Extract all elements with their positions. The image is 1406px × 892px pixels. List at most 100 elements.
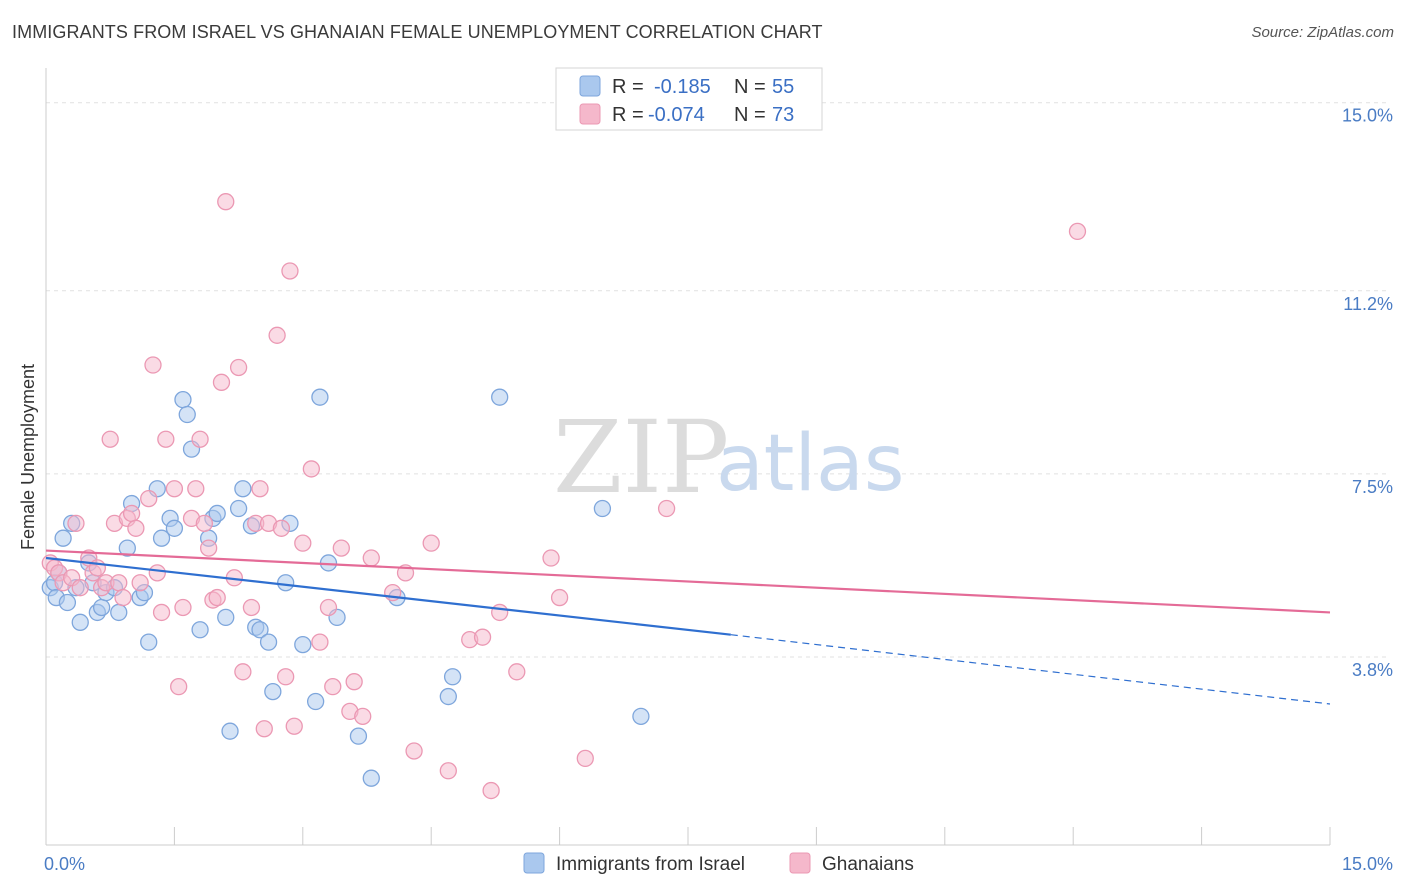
ghanaian-point-53: [319, 598, 338, 617]
ghanaian-point-15: [114, 588, 132, 607]
ghanaian-point-17: [122, 504, 141, 523]
axes: [45, 68, 1331, 846]
bottom-legend: Immigrants from Israel Ghanaians: [523, 852, 914, 875]
y-tick-label-3: 15.0%: [1342, 106, 1393, 126]
ghanaian-point-38: [229, 358, 248, 377]
israel-point-54: [593, 499, 612, 518]
ghanaian-point-23: [152, 603, 171, 622]
israel-point-25: [174, 390, 192, 409]
ghanaian-point-46: [272, 519, 291, 537]
ghanaian-point-40: [242, 598, 261, 617]
ghanaian-point-55: [332, 539, 350, 557]
ghanaian-point-24: [157, 430, 175, 448]
x-tick-label-1: 15.0%: [1342, 854, 1393, 874]
ghanaian-point-29: [187, 480, 205, 498]
y-tick-label-1: 7.5%: [1352, 477, 1393, 497]
bottom-legend-label-pink: Ghanaians: [822, 854, 914, 875]
ghanaian-point-32: [199, 539, 218, 557]
ghanaian-point-58: [354, 707, 372, 725]
ghanaian-point-51: [302, 460, 321, 478]
ghanaian-point-12: [101, 430, 119, 448]
ghanaian-point-57: [345, 673, 363, 691]
israel-point-39: [259, 633, 278, 651]
israel-point-28: [191, 621, 209, 639]
ghanaian-point-39: [234, 663, 252, 681]
ghanaian-point-14: [110, 574, 128, 592]
legend-n-value-1: 55: [772, 76, 794, 98]
ghanaian-point-6: [71, 579, 89, 597]
legend-r-value-2: -0.074: [648, 104, 705, 126]
ghanaian-point-20: [140, 489, 158, 508]
israel-point-12: [92, 598, 111, 617]
data-points: [41, 193, 1087, 800]
israel-point-24: [165, 519, 184, 537]
israel-point-35: [234, 480, 252, 498]
ghanaian-point-22: [148, 564, 166, 582]
ghanaian-point-71: [550, 588, 569, 607]
israel-point-43: [294, 635, 312, 654]
israel-point-26: [178, 405, 196, 424]
ghanaian-point-5: [67, 514, 85, 533]
israel-point-20: [140, 633, 158, 651]
ghanaian-point-48: [281, 262, 299, 280]
ghanaian-point-27: [174, 598, 192, 617]
israel-point-51: [439, 687, 457, 706]
trend-lines: [45, 549, 1331, 705]
ghanaian-point-74: [1068, 222, 1087, 241]
ghanaian-point-34: [208, 588, 226, 607]
watermark-atlas: atlas: [716, 419, 905, 509]
ghanaian-trend-line: [45, 549, 1331, 614]
ghanaian-point-43: [255, 720, 273, 738]
ghanaian-point-73: [657, 499, 676, 518]
ghanaian-point-70: [542, 549, 560, 567]
israel-point-4: [54, 529, 72, 547]
ghanaian-point-59: [362, 549, 380, 567]
israel-point-33: [221, 722, 239, 740]
legend-r-label-2: R =: [612, 104, 644, 126]
israel-point-49: [362, 769, 380, 787]
legend-n-label-1: N =: [734, 76, 766, 98]
legend-swatch-blue: [579, 75, 601, 97]
israel-point-53: [491, 388, 509, 406]
legend-box: R = -0.185 N = 55 R = -0.074 N = 73: [555, 67, 823, 131]
y-axis-label: Female Unemployment: [18, 364, 38, 550]
ghanaian-point-31: [195, 514, 214, 533]
israel-point-44: [306, 692, 325, 711]
israel-point-16: [118, 539, 136, 557]
legend-r-label-1: R =: [612, 76, 644, 98]
bottom-legend-swatch-pink: [789, 852, 811, 874]
ghanaian-point-47: [277, 668, 295, 686]
ghanaian-point-68: [491, 603, 509, 622]
y-tick-label-0: 3.8%: [1352, 660, 1393, 680]
y-tick-labels: 3.8% 7.5% 11.2% 15.0%: [1342, 106, 1393, 680]
ghanaian-point-25: [165, 480, 184, 498]
ghanaian-point-67: [482, 781, 500, 800]
y-tick-label-2: 11.2%: [1343, 294, 1393, 314]
grid-lines: [46, 102, 1390, 658]
israel-point-22: [152, 529, 171, 547]
israel-point-32: [217, 608, 235, 627]
ghanaian-point-62: [405, 742, 423, 760]
israel-point-55: [632, 707, 650, 725]
ghanaian-point-54: [324, 678, 342, 696]
ghanaian-point-50: [294, 534, 312, 552]
ghanaian-point-63: [422, 534, 440, 552]
x-tick-label-0: 0.0%: [44, 854, 85, 874]
israel-point-34: [229, 499, 248, 518]
ghanaian-point-36: [217, 193, 235, 211]
legend-swatch-pink: [579, 103, 601, 125]
ghanaian-point-42: [251, 480, 269, 498]
source-label: Source: ZipAtlas.com: [1251, 24, 1394, 41]
israel-trend-extension: [730, 634, 1331, 705]
bottom-legend-label-blue: Immigrants from Israel: [556, 854, 745, 875]
israel-point-40: [264, 682, 282, 701]
israel-point-15: [110, 603, 128, 622]
ghanaian-point-18: [127, 519, 145, 537]
watermark-zip: ZIP: [553, 399, 729, 516]
ghanaian-point-45: [268, 326, 286, 344]
israel-point-45: [311, 388, 329, 406]
ghanaian-point-35: [212, 373, 231, 391]
ghanaian-point-69: [508, 663, 526, 681]
israel-point-48: [349, 727, 368, 745]
